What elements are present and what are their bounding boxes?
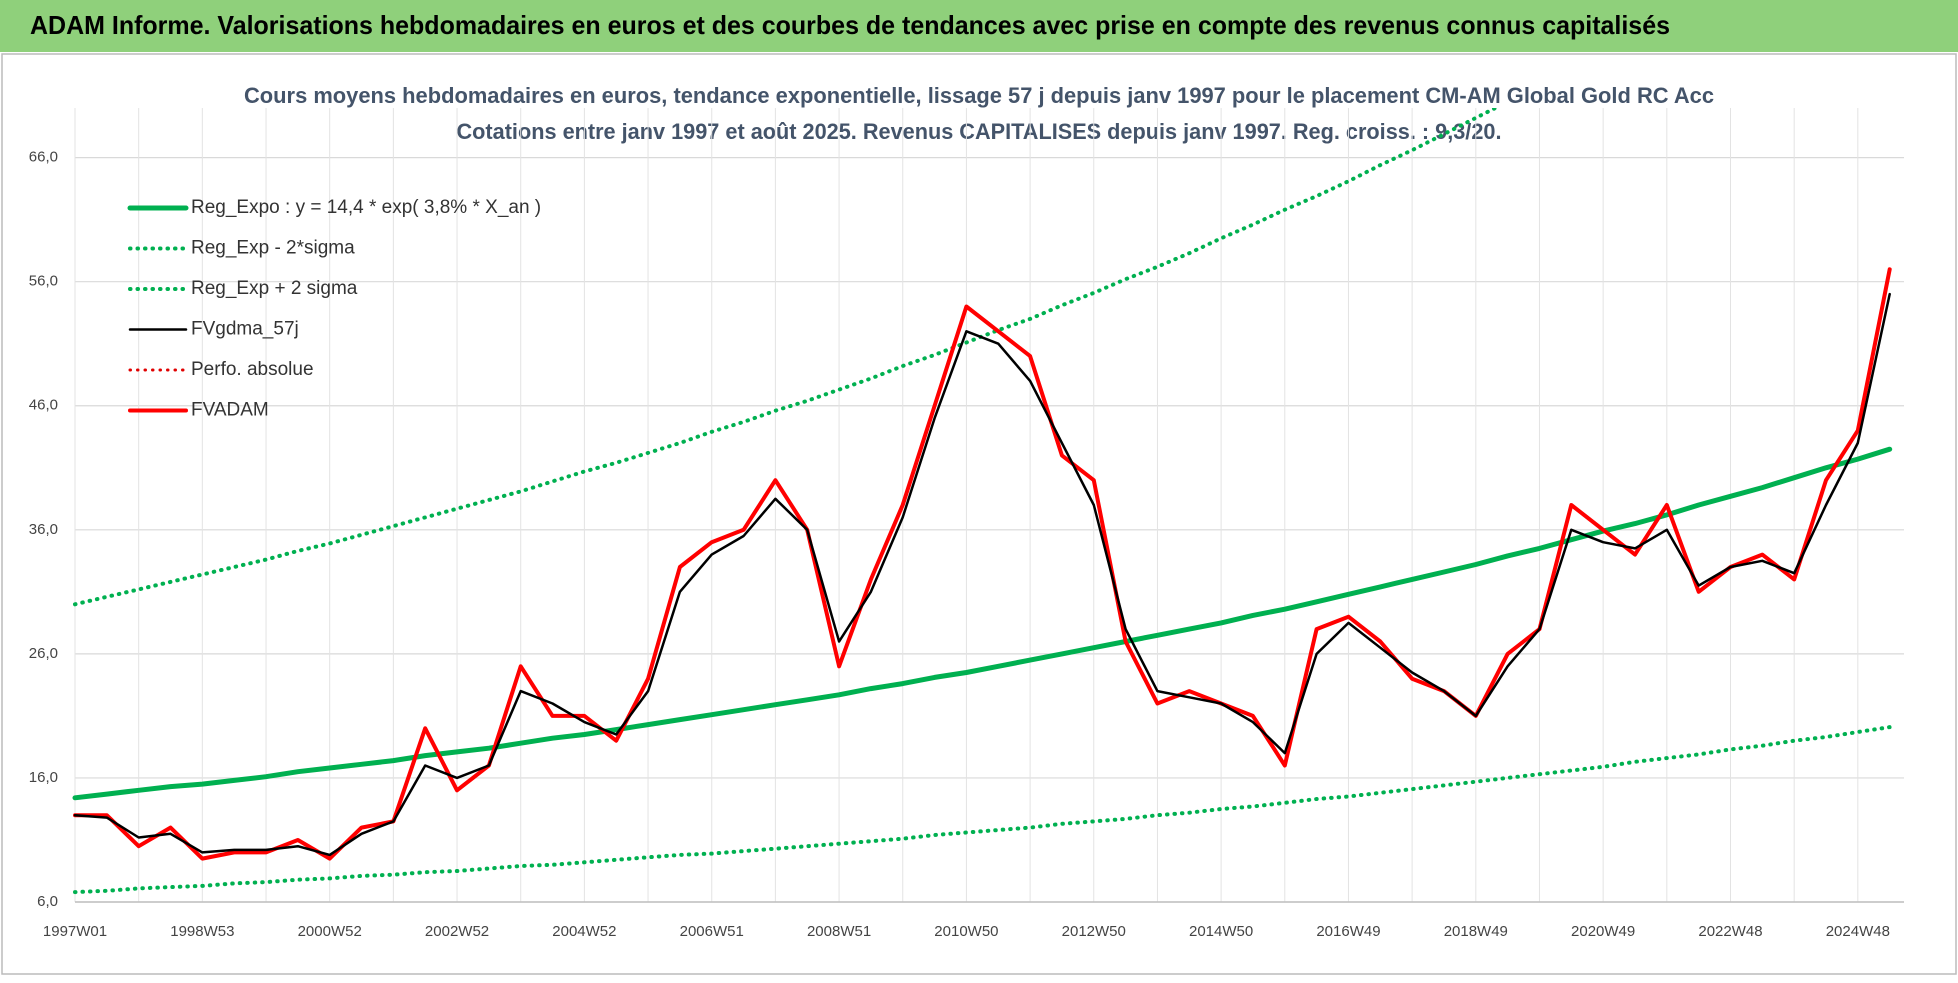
x-tick-label: 1998W53 xyxy=(170,923,234,940)
x-tick-label: 2006W51 xyxy=(680,923,744,940)
y-tick-label: 26,0 xyxy=(29,645,58,662)
x-tick-label: 2004W52 xyxy=(552,923,616,940)
y-tick-label: 66,0 xyxy=(29,149,58,166)
plot-lines xyxy=(72,108,1893,895)
legend-label: Reg_Exp - 2*sigma xyxy=(191,238,355,259)
chart-title: Cours moyens hebdomadaires en euros, ten… xyxy=(244,83,1714,108)
x-tick-label: 2022W48 xyxy=(1698,923,1762,940)
header-bar xyxy=(0,0,1958,52)
legend-label: FVADAM xyxy=(191,400,269,421)
labels: 6,0 16,0 26,0 36,0 46,0 56,0 66,0 1997W01 1998W5… xyxy=(29,149,1890,940)
chart-border xyxy=(1,53,1957,975)
x-tick-label: 2008W51 xyxy=(807,923,871,940)
legend-label: Reg_Exp + 2 sigma xyxy=(191,278,358,299)
x-tick-label: 2024W48 xyxy=(1826,923,1890,940)
x-tick-label: 2000W52 xyxy=(298,923,362,940)
y-tick-label: 16,0 xyxy=(29,769,58,786)
x-tick-label: 2016W49 xyxy=(1316,923,1380,940)
y-tick-label: 36,0 xyxy=(29,521,58,538)
x-tick-label: 2010W50 xyxy=(934,923,998,940)
header-title: ADAM Informe. Valorisations hebdomadaire… xyxy=(30,10,1670,40)
x-tick-label: 1997W01 xyxy=(43,923,107,940)
x-tick-label: 2014W50 xyxy=(1189,923,1253,940)
x-tick-label: 2020W49 xyxy=(1571,923,1635,940)
chart-subtitle: Cotations entre janv 1997 et août 2025. … xyxy=(457,119,1502,144)
x-tick-label: 2002W52 xyxy=(425,923,489,940)
legend-label: Reg_Expo : y = 14,4 * exp( 3,8% * X_an ) xyxy=(191,197,541,218)
series-line xyxy=(73,292,1891,857)
y-tick-label: 46,0 xyxy=(29,397,58,414)
y-tick-label: 6,0 xyxy=(37,893,58,910)
series-line xyxy=(73,725,1892,895)
legend-label: FVgdma_57j xyxy=(191,319,299,340)
legend-label: Perfo. absolue xyxy=(191,359,314,380)
x-tick-label: 2012W50 xyxy=(1062,923,1126,940)
series-line xyxy=(73,267,1892,861)
y-tick-label: 56,0 xyxy=(29,273,58,290)
x-tick-label: 2018W49 xyxy=(1444,923,1508,940)
